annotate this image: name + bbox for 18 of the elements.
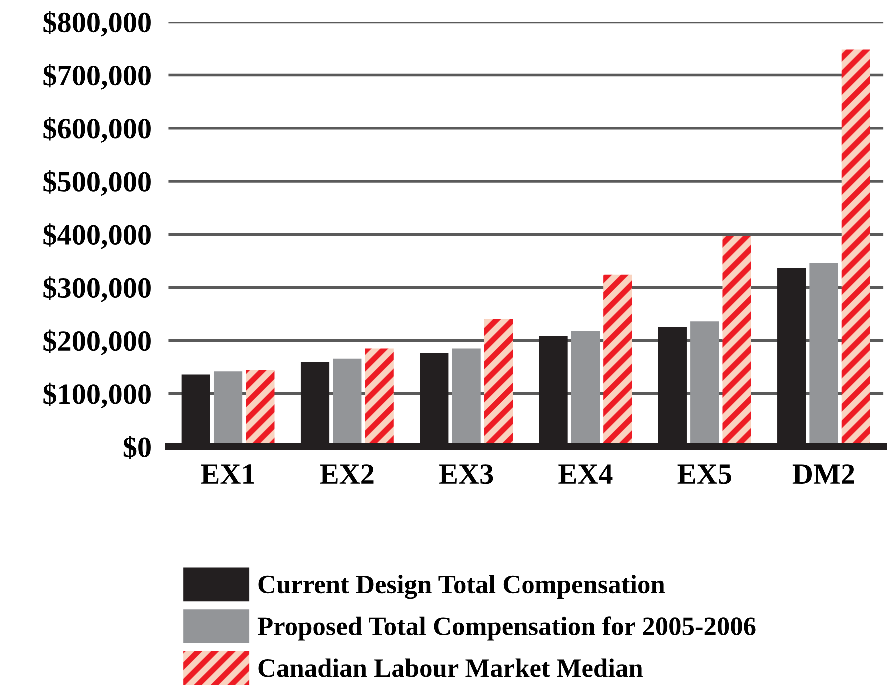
y-tick-label: $400,000 (44, 224, 151, 250)
y-tick-label: $0 (124, 436, 151, 460)
y-tick-label: $100,000 (44, 382, 151, 409)
y-tick-label: $700,000 (44, 64, 151, 90)
x-tick-label: DM2 (792, 464, 854, 484)
y-tick-label: $500,000 (44, 170, 151, 196)
y-tick-label: $300,000 (44, 276, 151, 302)
legend-label: Proposed Total Compensation for 2005-2006 (258, 616, 756, 641)
y-tick-label: $600,000 (44, 117, 151, 144)
x-tick-label: EX1 (201, 464, 254, 484)
x-tick-label: EX2 (320, 464, 374, 484)
y-tick-label: $200,000 (44, 330, 151, 356)
x-tick-label: EX5 (678, 464, 732, 484)
legend-label: Current Design Total Compensation (258, 575, 665, 600)
y-tick-label: $800,000 (44, 11, 151, 37)
x-tick-label: EX4 (558, 464, 613, 484)
legend-label: Canadian Labour Market Median (258, 658, 643, 678)
x-tick-label: EX3 (440, 464, 494, 484)
